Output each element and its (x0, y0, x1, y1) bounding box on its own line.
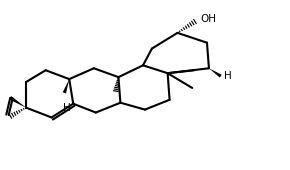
Polygon shape (9, 96, 26, 108)
Polygon shape (63, 79, 69, 94)
Polygon shape (209, 68, 222, 78)
Text: H: H (64, 103, 71, 113)
Text: H: H (224, 71, 231, 81)
Text: OH: OH (200, 14, 216, 24)
